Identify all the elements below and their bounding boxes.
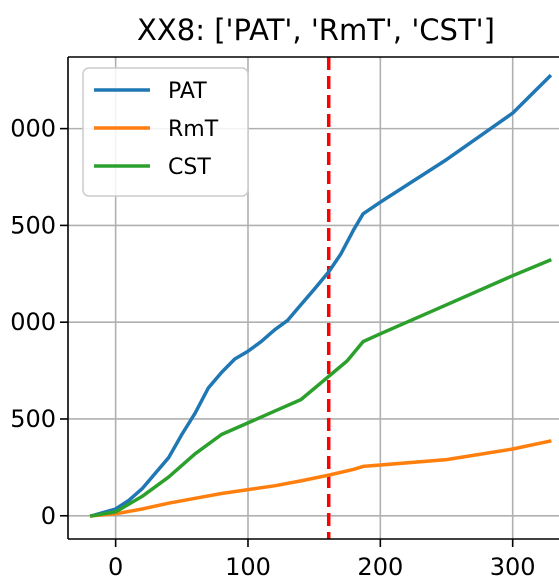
x-tick-label: 200	[357, 553, 403, 581]
y-tick-label: 500	[10, 405, 56, 433]
legend: PAT RmT CST	[82, 67, 249, 197]
legend-label-cst: CST	[168, 155, 211, 180]
legend-box	[82, 67, 249, 197]
series-line-rmt	[89, 439, 552, 518]
series-line-pat	[89, 73, 553, 518]
y-tick-label: 000	[10, 115, 56, 143]
axes: 0 100 200 300 0 500 000 500 000	[10, 56, 559, 581]
x-tick-label: 100	[225, 553, 271, 581]
y-tick-label: 000	[10, 308, 56, 336]
y-tick-label: 0	[41, 502, 56, 530]
legend-label-rmt: RmT	[168, 117, 219, 142]
chart-title: XX8: ['PAT', 'RmT', 'CST']	[137, 13, 495, 47]
series-line-cst	[89, 258, 552, 518]
legend-label-pat: PAT	[168, 79, 207, 104]
x-tick-label: 0	[108, 553, 123, 581]
x-tick-label: 300	[490, 553, 536, 581]
y-tick-label: 500	[10, 211, 56, 239]
series-layer	[89, 73, 553, 518]
